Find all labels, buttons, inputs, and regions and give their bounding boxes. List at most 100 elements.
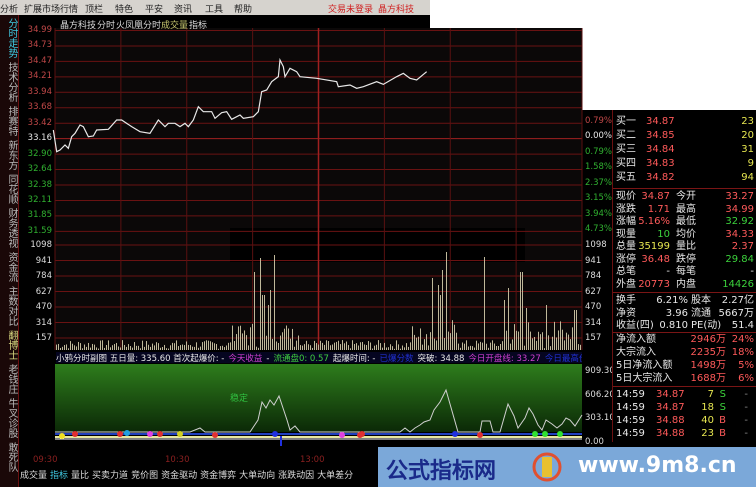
volume-bar: [348, 345, 349, 350]
bottom-tab[interactable]: 指标: [50, 471, 69, 481]
volume-bar: [134, 342, 135, 350]
volume-bar: [298, 335, 299, 350]
login-status[interactable]: 交易未登录: [328, 5, 374, 15]
volume-axis-label-left: 470: [35, 302, 52, 312]
sidebar-tab[interactable]: 财务透视: [6, 208, 17, 248]
volume-bar: [160, 347, 161, 350]
flow-label: 5日大宗流入: [616, 373, 673, 384]
pct-axis-label: 0.00%: [585, 131, 613, 142]
header-index[interactable]: 指标: [189, 21, 208, 31]
sidebar-tab[interactable]: 主数对比: [6, 286, 17, 326]
volume-bar: [366, 345, 367, 350]
stat-row: 涨幅 5.16% 最低 32.92: [616, 215, 754, 228]
sidebar-tab[interactable]: 同花顺: [6, 174, 17, 204]
separator: [613, 332, 756, 333]
sub-header-item: 突破: 34.88: [417, 354, 465, 363]
sidebar-tab[interactable]: 牛叉诊股: [6, 398, 17, 438]
volume-bar: [326, 340, 327, 350]
volume-bar: [380, 343, 381, 350]
volume-bar: [556, 337, 557, 350]
menu-bar: 分析 扩展市场行情 顶栏 特色 平安 资讯 工具 帮助 交易未登录 晶方科技: [0, 0, 430, 15]
volume-bar: [234, 341, 235, 350]
bid-volume: 31: [741, 144, 754, 155]
menu-analysis[interactable]: 分析: [0, 5, 19, 15]
volume-bar: [302, 345, 303, 350]
volume-bar: [544, 348, 545, 350]
sidebar-tab[interactable]: 老钱庄: [6, 364, 17, 394]
volume-bar: [104, 347, 105, 350]
fund-value: 3.96: [665, 307, 688, 319]
flow-value: 1498万: [690, 360, 726, 371]
volume-bar: [566, 332, 567, 350]
volume-bar: [66, 344, 67, 350]
bottom-tab[interactable]: 买卖力道: [92, 471, 129, 481]
volume-bar: [450, 333, 451, 350]
menu-features[interactable]: 特色: [115, 5, 134, 15]
volume-bar: [226, 345, 227, 350]
menu-tools[interactable]: 工具: [205, 5, 224, 15]
bottom-tab[interactable]: 量比: [71, 471, 90, 481]
volume-bar: [142, 340, 143, 350]
volume-bar: [292, 328, 293, 350]
menu-topbar[interactable]: 顶栏: [85, 5, 104, 15]
volume-bar: [382, 347, 383, 350]
volume-bar: [294, 346, 295, 350]
bottom-tab[interactable]: 成交量: [20, 471, 48, 481]
volume-bar: [560, 321, 561, 350]
header-mode[interactable]: 分时: [97, 21, 116, 31]
volume-bar: [452, 320, 453, 350]
bottom-tab[interactable]: 大单差分: [317, 471, 354, 481]
bottom-tab[interactable]: 资金驱动: [161, 471, 198, 481]
volume-bar: [346, 341, 347, 350]
flow-pct: 18%: [731, 347, 754, 358]
tick-volume: 23: [701, 428, 714, 439]
sidebar-tab[interactable]: 敢死队: [6, 442, 17, 472]
sidebar-tab[interactable]: 翻博士: [6, 330, 17, 360]
header-indicator[interactable]: 火凤凰分时: [116, 21, 162, 31]
menu-help[interactable]: 帮助: [234, 5, 253, 15]
sidebar-tab[interactable]: 资金流: [6, 252, 17, 282]
flow-row: 大宗流入 2235万 18%: [616, 346, 754, 359]
stat-value: 34.99: [725, 203, 754, 215]
bottom-tab[interactable]: 涨跌动因: [278, 471, 315, 481]
sidebar-tab[interactable]: 新东方: [6, 140, 17, 170]
sidebar-tab[interactable]: 排赛特: [6, 106, 17, 136]
volume-bar: [204, 341, 205, 350]
menu-extended-market[interactable]: 扩展市场行情: [24, 5, 79, 15]
volume-bar: [402, 345, 403, 350]
bottom-tab[interactable]: 竞价图: [131, 471, 159, 481]
sidebar-tab[interactable]: 分时走势: [6, 18, 17, 58]
volume-bar: [514, 324, 515, 350]
stat-label: 最高: [676, 203, 696, 215]
volume-bar: [296, 340, 297, 350]
header-volume[interactable]: 成交量: [161, 21, 189, 31]
volume-bar: [492, 340, 493, 350]
volume-bar: [436, 340, 437, 350]
bottom-tab[interactable]: 资金博弈: [200, 471, 237, 481]
flow-label: 净流入额: [616, 334, 656, 345]
volume-bar: [158, 343, 159, 350]
tick-time: 14:59: [616, 415, 645, 426]
bid-label: 买二: [616, 130, 636, 141]
volume-bar: [546, 305, 547, 350]
menu-news[interactable]: 资讯: [174, 5, 193, 15]
volume-bar: [400, 348, 401, 350]
flow-label: 大宗流入: [616, 347, 656, 358]
pct-axis-label: 0.79%: [585, 146, 613, 157]
volume-bar: [432, 278, 433, 350]
stat-value: 35199: [638, 241, 670, 252]
volume-bar: [148, 344, 149, 350]
sidebar: 分时走势技术分析排赛特新东方同花顺财务透视资金流主数对比翻博士老钱庄牛叉诊股敢死…: [0, 15, 19, 487]
bottom-tab[interactable]: 大单动向: [239, 471, 276, 481]
volume-bar: [536, 340, 537, 350]
volume-bar: [358, 345, 359, 350]
volume-bar: [290, 338, 291, 350]
signal-marker: [124, 430, 130, 436]
separator: [613, 386, 756, 387]
menu-pingan[interactable]: 平安: [145, 5, 164, 15]
stat-label: 每笔: [676, 266, 696, 277]
volume-bar: [182, 344, 183, 350]
volume-bar: [94, 344, 95, 350]
sidebar-tab[interactable]: 技术分析: [6, 62, 17, 102]
volume-bar: [528, 322, 529, 350]
